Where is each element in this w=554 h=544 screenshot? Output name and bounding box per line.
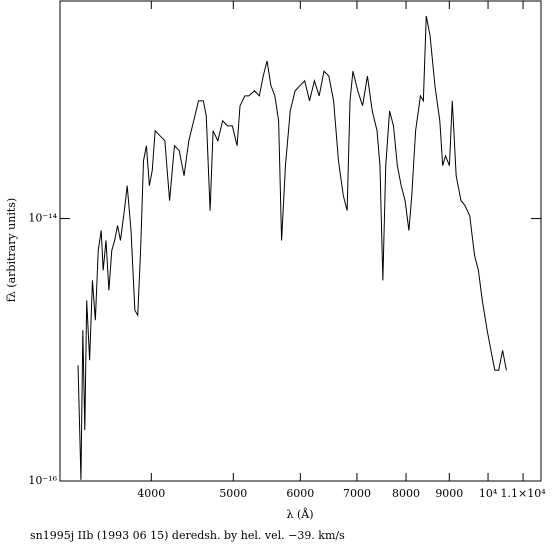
x-tick-label: 4000 [137,487,165,500]
x-axis-label: λ (Å) [287,507,314,521]
x-tick-label: 7000 [343,487,371,500]
y-tick-label: 10⁻¹⁴ [28,212,57,225]
x-tick-label: 1.1×10⁴ [501,487,547,500]
y-tick-label: 10⁻¹⁶ [28,474,57,487]
plot-frame [59,0,542,482]
x-tick-label: 5000 [219,487,247,500]
x-tick-label: 9000 [435,487,463,500]
caption: sn1995j IIb (1993 06 15) deredsh. by hel… [30,529,345,542]
x-tick-label: 8000 [392,487,420,500]
x-tick-label: 6000 [286,487,314,500]
spectrum-line [77,15,507,480]
x-tick-label: 10⁴ [479,487,498,500]
y-axis-label: fλ (arbitrary units) [5,198,18,302]
